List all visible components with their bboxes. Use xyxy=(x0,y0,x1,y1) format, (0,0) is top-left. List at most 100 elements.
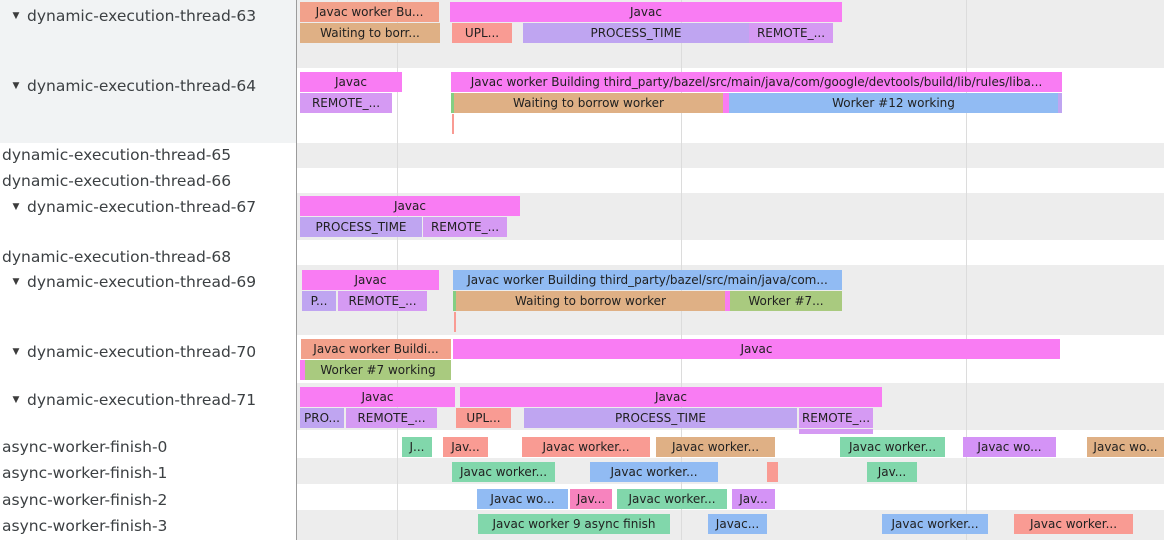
trace-event-bar[interactable]: REMOTE_... xyxy=(799,408,873,428)
trace-event-bar[interactable]: PROCESS_TIME xyxy=(523,23,749,43)
trace-event-bar[interactable]: Javac xyxy=(460,387,882,407)
trace-event-bar[interactable]: Jav... xyxy=(867,462,917,482)
track-name-row[interactable]: dynamic-execution-thread-65 xyxy=(0,143,296,168)
track-name-label: dynamic-execution-thread-70 xyxy=(27,343,257,361)
track-name-row[interactable]: ▼ dynamic-execution-thread-69 xyxy=(0,265,296,335)
trace-event-bar[interactable]: Javac worker... xyxy=(452,462,555,482)
track-name-row[interactable]: dynamic-execution-thread-66 xyxy=(0,168,296,193)
trace-event-bar[interactable]: Worker #7 working xyxy=(305,360,451,380)
trace-event-label: Javac worker... xyxy=(671,440,760,454)
trace-event-bar[interactable]: Javac wo... xyxy=(963,437,1056,457)
trace-event-bar[interactable]: REMOTE_... xyxy=(346,408,437,428)
trace-event-bar[interactable]: Worker #7... xyxy=(730,291,842,311)
trace-event-bar[interactable]: J... xyxy=(402,437,432,457)
collapse-expander-icon[interactable]: ▼ xyxy=(12,277,20,287)
trace-event-bar[interactable]: REMOTE_... xyxy=(300,93,392,113)
track-name-label: dynamic-execution-thread-67 xyxy=(27,198,257,216)
trace-event-bar[interactable]: Javac xyxy=(453,339,1060,359)
trace-event-label: Javac xyxy=(655,390,687,404)
track-name-row[interactable]: ▼ dynamic-execution-thread-64 xyxy=(0,68,296,143)
trace-event-bar[interactable]: Javac worker Building third_party/bazel/… xyxy=(451,72,1062,92)
trace-event-bar[interactable] xyxy=(723,93,729,113)
track-name-row[interactable]: ▼ dynamic-execution-thread-70 xyxy=(0,335,296,383)
trace-event-bar[interactable] xyxy=(799,429,873,434)
trace-event-bar[interactable]: PRO... xyxy=(300,408,344,428)
trace-event-bar[interactable]: Javac worker Buildi... xyxy=(301,339,451,359)
trace-event-label: Javac xyxy=(394,199,426,213)
collapse-expander-icon[interactable]: ▼ xyxy=(12,395,20,405)
trace-event-bar[interactable] xyxy=(453,291,456,311)
track-name-label: dynamic-execution-thread-66 xyxy=(2,172,232,190)
trace-event-bar[interactable]: Jav... xyxy=(443,437,488,457)
trace-event-bar[interactable]: Jav... xyxy=(570,489,612,509)
trace-event-bar[interactable]: UPL... xyxy=(456,408,511,428)
trace-event-label: PRO... xyxy=(304,411,340,425)
track-name-row[interactable]: async-worker-finish-0 xyxy=(0,430,296,458)
trace-event-bar[interactable]: Javac worker Building third_party/bazel/… xyxy=(453,270,842,290)
trace-event-bar[interactable] xyxy=(725,291,730,311)
trace-event-bar[interactable]: Javac worker... xyxy=(590,462,718,482)
track-name-label: dynamic-execution-thread-63 xyxy=(27,7,257,25)
trace-event-label: Waiting to borrow worker xyxy=(513,96,664,110)
instant-event-tick[interactable] xyxy=(452,114,454,134)
trace-event-bar[interactable]: Jav... xyxy=(732,489,775,509)
track-name-row[interactable]: async-worker-finish-3 xyxy=(0,510,296,540)
track-name-row[interactable]: async-worker-finish-1 xyxy=(0,458,296,484)
trace-event-bar[interactable]: Javac worker... xyxy=(1014,514,1133,534)
trace-event-bar[interactable]: Javac xyxy=(450,2,842,22)
track-name-row[interactable]: ▼ dynamic-execution-thread-71 xyxy=(0,383,296,430)
trace-event-bar[interactable]: Javac worker... xyxy=(882,514,988,534)
trace-event-bar[interactable] xyxy=(767,462,778,482)
trace-event-bar[interactable]: Javac worker... xyxy=(617,489,727,509)
trace-event-bar[interactable]: Waiting to borr... xyxy=(300,23,440,43)
track-background xyxy=(297,143,1164,168)
trace-event-bar[interactable]: Javac xyxy=(302,270,439,290)
track-background xyxy=(297,458,1164,484)
trace-event-bar[interactable]: REMOTE_... xyxy=(749,23,833,43)
track-name-row[interactable]: ▼ dynamic-execution-thread-67 xyxy=(0,193,296,240)
trace-event-label: Javac worker Building third_party/bazel/… xyxy=(470,75,1043,89)
trace-event-label: UPL... xyxy=(466,411,501,425)
track-name-row[interactable]: ▼ dynamic-execution-thread-63 xyxy=(0,0,296,68)
trace-event-label: Jav... xyxy=(451,440,480,454)
track-name-row[interactable]: dynamic-execution-thread-68 xyxy=(0,240,296,266)
trace-event-bar[interactable]: Javac worker... xyxy=(840,437,945,457)
trace-event-bar[interactable]: Javac xyxy=(300,196,520,216)
trace-event-label: Javac worker... xyxy=(610,465,698,479)
track-name-label: dynamic-execution-thread-69 xyxy=(27,273,257,291)
track-name-row[interactable]: async-worker-finish-2 xyxy=(0,484,296,510)
trace-event-bar[interactable]: Javac xyxy=(300,387,455,407)
timeline-canvas[interactable]: Javac worker Bu... Javac Waiting to borr..… xyxy=(297,0,1164,540)
trace-event-bar[interactable]: Worker #12 working xyxy=(729,93,1058,113)
track-background xyxy=(297,168,1164,193)
collapse-expander-icon[interactable]: ▼ xyxy=(12,202,20,212)
trace-event-bar[interactable] xyxy=(451,93,454,113)
trace-event-label: PROCESS_TIME xyxy=(590,26,682,40)
trace-event-bar[interactable]: Javac worker Bu... xyxy=(300,2,439,22)
trace-event-bar[interactable] xyxy=(300,360,305,380)
trace-event-bar[interactable]: REMOTE_... xyxy=(423,217,507,237)
collapse-expander-icon[interactable]: ▼ xyxy=(12,347,20,357)
track-name-label: async-worker-finish-0 xyxy=(2,438,168,456)
collapse-expander-icon[interactable]: ▼ xyxy=(12,81,20,91)
trace-event-bar[interactable]: Waiting to borrow worker xyxy=(454,93,723,113)
trace-event-label: UPL... xyxy=(464,26,500,40)
trace-event-bar[interactable]: Waiting to borrow worker xyxy=(456,291,725,311)
trace-event-bar[interactable]: PROCESS_TIME xyxy=(524,408,797,428)
trace-event-bar[interactable]: PROCESS_TIME xyxy=(300,217,422,237)
trace-event-label: Javac wo... xyxy=(977,440,1042,454)
trace-event-bar[interactable]: Javac wo... xyxy=(1087,437,1164,457)
trace-event-bar[interactable]: Javac xyxy=(300,72,402,92)
trace-event-bar[interactable]: P... xyxy=(302,291,336,311)
trace-event-bar[interactable]: Javac... xyxy=(708,514,767,534)
trace-event-bar[interactable] xyxy=(1058,93,1062,113)
trace-event-bar[interactable]: Javac worker... xyxy=(656,437,775,457)
trace-event-label: Javac xyxy=(740,342,773,356)
instant-event-tick[interactable] xyxy=(454,312,456,332)
trace-event-bar[interactable]: Javac worker... xyxy=(522,437,650,457)
trace-event-bar[interactable]: Javac wo... xyxy=(477,489,568,509)
trace-event-bar[interactable]: UPL... xyxy=(452,23,512,43)
collapse-expander-icon[interactable]: ▼ xyxy=(12,11,20,21)
trace-event-bar[interactable]: REMOTE_... xyxy=(338,291,427,311)
trace-event-bar[interactable]: Javac worker 9 async finish xyxy=(478,514,670,534)
